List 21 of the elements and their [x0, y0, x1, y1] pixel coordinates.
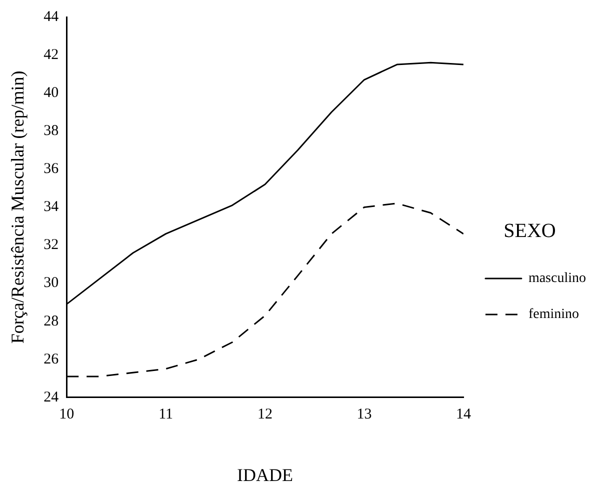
x-axis-title: IDADE [237, 464, 294, 485]
y-axis-title: Força/Resistência Muscular (rep/min) [8, 70, 28, 344]
x-tick-label: 14 [456, 406, 472, 422]
legend-label: feminino [528, 307, 579, 322]
x-tick-label: 12 [258, 406, 273, 422]
x-tick-label: 10 [59, 406, 74, 422]
y-tick-label: 28 [44, 313, 59, 330]
y-tick-label: 40 [44, 85, 59, 102]
y-tick-label: 44 [44, 8, 60, 25]
y-tick-label: 34 [44, 199, 60, 216]
x-tick-label: 13 [356, 406, 372, 422]
y-tick-label: 30 [44, 275, 59, 292]
y-tick-label: 42 [44, 46, 59, 63]
legend-label: masculino [528, 271, 586, 286]
legend-title: SEXO [504, 220, 556, 242]
y-tick-label: 36 [44, 161, 60, 178]
y-tick-label: 38 [44, 123, 59, 140]
y-tick-label: 32 [44, 237, 59, 254]
x-tick-label: 11 [158, 406, 174, 422]
y-tick-label: 26 [44, 351, 60, 368]
y-tick-label: 24 [44, 389, 60, 406]
